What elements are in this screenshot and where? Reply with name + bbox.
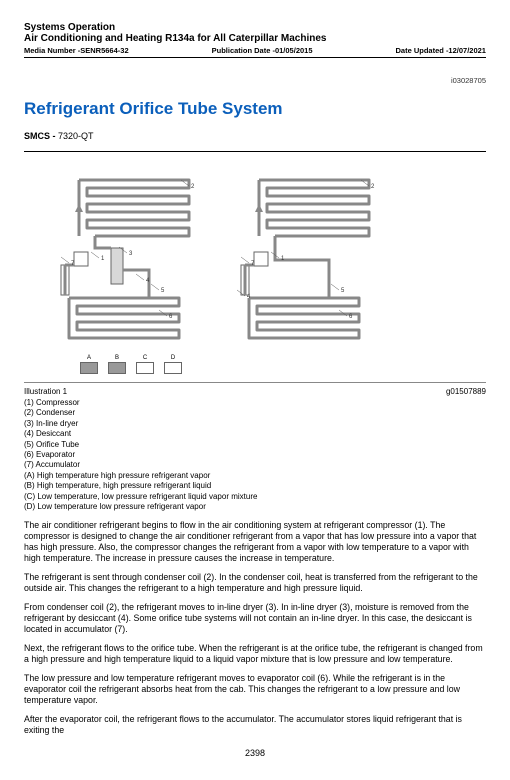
legend-b: B <box>108 355 126 374</box>
component-item: (C) Low temperature, low pressure refrig… <box>24 492 486 502</box>
page-number: 2398 <box>24 748 486 758</box>
svg-text:2: 2 <box>371 184 375 190</box>
component-item: (B) High temperature, high pressure refr… <box>24 481 486 491</box>
body-paragraph: From condenser coil (2), the refrigerant… <box>24 602 486 635</box>
body-paragraph: After the evaporator coil, the refrigera… <box>24 714 486 736</box>
media-number: Media Number -SENR5664-32 <box>24 46 129 55</box>
body-paragraph: The air conditioner refrigerant begins t… <box>24 520 486 564</box>
component-item: (5) Orifice Tube <box>24 440 486 450</box>
svg-text:1: 1 <box>101 256 105 262</box>
legend-a: A <box>80 355 98 374</box>
illustration-gnum: g01507889 <box>446 387 486 396</box>
legend-c-label: C <box>143 355 147 361</box>
figure-area: 1234567 124567 A B C D <box>24 158 486 383</box>
legend: A B C D <box>80 355 486 374</box>
svg-text:2: 2 <box>191 184 195 190</box>
body-paragraph: The refrigerant is sent through condense… <box>24 572 486 594</box>
component-item: (4) Desiccant <box>24 429 486 439</box>
legend-c-swatch <box>136 362 154 374</box>
legend-d-swatch <box>164 362 182 374</box>
component-item: (D) Low temperature low pressure refrige… <box>24 502 486 512</box>
component-list: (1) Compressor(2) Condenser(3) In-line d… <box>24 398 486 512</box>
legend-c: C <box>136 355 154 374</box>
smcs-code: SMCS - 7320-QT <box>24 131 486 141</box>
component-item: (A) High temperature high pressure refri… <box>24 471 486 481</box>
header-meta: Media Number -SENR5664-32 Publication Da… <box>24 46 486 55</box>
header-title: Systems Operation <box>24 22 486 33</box>
svg-text:5: 5 <box>341 288 345 294</box>
component-item: (6) Evaporator <box>24 450 486 460</box>
header-rule <box>24 57 486 58</box>
schematic-diagram: 1234567 124567 <box>34 168 384 345</box>
page-title: Refrigerant Orifice Tube System <box>24 99 486 119</box>
legend-a-label: A <box>87 355 91 361</box>
smcs-label: SMCS - <box>24 131 56 141</box>
figure-caption: Illustration 1 g01507889 <box>24 387 486 396</box>
legend-d: D <box>164 355 182 374</box>
body-paragraph: The low pressure and low temperature ref… <box>24 673 486 706</box>
figure-top-rule <box>24 151 486 152</box>
component-item: (7) Accumulator <box>24 460 486 470</box>
svg-text:5: 5 <box>161 288 165 294</box>
svg-text:3: 3 <box>129 251 133 257</box>
header-subtitle: Air Conditioning and Heating R134a for A… <box>24 33 486 44</box>
body-paragraph: Next, the refrigerant flows to the orifi… <box>24 643 486 665</box>
legend-b-label: B <box>115 355 119 361</box>
component-item: (1) Compressor <box>24 398 486 408</box>
legend-b-swatch <box>108 362 126 374</box>
component-item: (3) In-line dryer <box>24 419 486 429</box>
legend-d-label: D <box>171 355 175 361</box>
document-id: i03028705 <box>24 76 486 85</box>
component-item: (2) Condenser <box>24 408 486 418</box>
publication-date: Publication Date -01/05/2015 <box>212 46 313 55</box>
body-text: The air conditioner refrigerant begins t… <box>24 520 486 736</box>
illustration-label: Illustration 1 <box>24 387 67 396</box>
date-updated: Date Updated -12/07/2021 <box>396 46 486 55</box>
legend-a-swatch <box>80 362 98 374</box>
smcs-value: 7320-QT <box>56 131 94 141</box>
